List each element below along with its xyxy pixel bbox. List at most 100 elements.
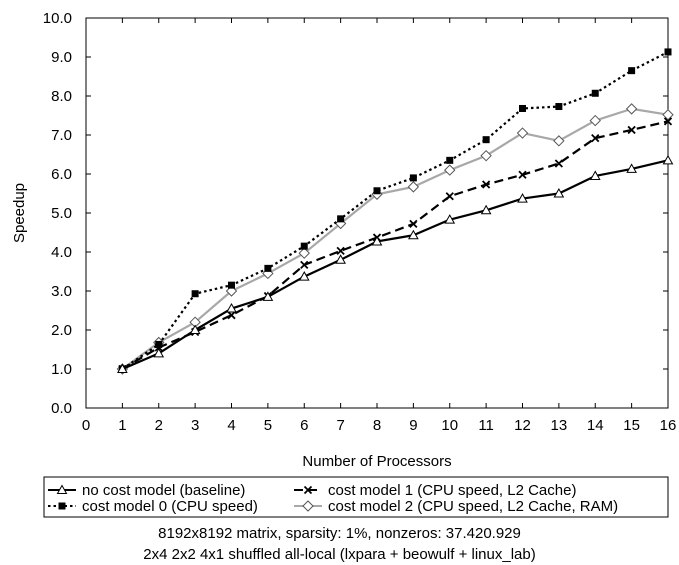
cross-stroke [663, 117, 673, 126]
x-tick-label: 3 [191, 417, 199, 434]
data-point [300, 242, 308, 250]
data-point [553, 135, 565, 147]
data-point [591, 89, 599, 97]
x-tick-label: 11 [478, 417, 494, 434]
x-tick-label: 5 [264, 417, 272, 434]
legend-item-2: cost model 1 (CPU speed, L2 Cache) [294, 482, 576, 499]
data-point [226, 303, 237, 313]
legend-item-3: cost model 2 (CPU speed, L2 Cache, RAM) [294, 498, 618, 515]
data-point [336, 246, 345, 255]
data-point [626, 163, 637, 173]
legend-label: cost model 1 (CPU speed, L2 Cache) [328, 482, 576, 499]
data-point [335, 254, 346, 264]
data-point [554, 159, 564, 168]
data-point [445, 192, 454, 201]
legend-box [43, 476, 669, 518]
cross-stroke [154, 343, 163, 352]
y-tick-label: 6.0 [51, 166, 72, 183]
cross-stroke [300, 260, 309, 270]
legend-label: no cost model (baseline) [82, 482, 245, 499]
data-point [337, 215, 345, 223]
cross-stroke [554, 159, 564, 168]
series-line [121, 107, 669, 370]
cross-stroke [445, 192, 454, 201]
cross-stroke [518, 170, 527, 179]
cross-stroke [336, 246, 345, 255]
cross-stroke [627, 125, 636, 135]
y-tick-label: 9.0 [51, 49, 72, 66]
y-tick-label: 5.0 [51, 205, 72, 222]
data-point [371, 235, 383, 246]
x-tick-label: 15 [623, 417, 640, 434]
chart-legend: no cost model (baseline)cost model 0 (CP… [43, 476, 669, 518]
x-tick-label: 13 [551, 417, 568, 434]
legend-label: cost model 0 (CPU speed) [82, 498, 258, 515]
caption-matrix-info: 8192x8192 matrix, sparsity: 1%, nonzeros… [158, 525, 521, 542]
caption-config-info: 2x4 2x2 4x1 shuffled all-local (lxpara +… [143, 546, 536, 563]
data-point [663, 117, 673, 126]
y-tick-label: 1.0 [51, 361, 72, 378]
data-point [589, 170, 601, 180]
series-line [121, 50, 669, 370]
data-point [117, 363, 128, 373]
series-1 [118, 48, 672, 373]
cross-stroke [409, 219, 418, 229]
data-point [408, 229, 419, 240]
data-point [664, 48, 672, 56]
x-tick-label: 4 [227, 417, 235, 434]
cross-stroke [227, 311, 236, 320]
x-tick-label: 16 [660, 417, 677, 434]
legend-marker [56, 484, 68, 494]
legend-marker [303, 485, 313, 495]
y-tick-label: 4.0 [51, 244, 72, 261]
x-tick-label: 12 [514, 417, 531, 434]
data-point [517, 193, 528, 203]
data-point [627, 125, 636, 135]
y-axis-title: Speedup [11, 183, 28, 243]
speedup-chart: 0 1 2 3 4 5 6 7 8 9 10 11 12 13 14 15 160.01.02.03.04.05… [11, 10, 677, 518]
data-point [589, 114, 601, 127]
chart-series-layer [116, 48, 674, 375]
cross-stroke [591, 133, 600, 143]
cross-stroke [303, 485, 313, 495]
series-2 [118, 117, 673, 374]
data-point [228, 281, 235, 289]
data-point [482, 136, 490, 144]
series-line [121, 159, 669, 371]
data-point [555, 103, 563, 111]
x-tick-label: 6 [300, 417, 308, 434]
x-tick-label: 0 [82, 417, 90, 434]
data-point [409, 174, 417, 182]
data-point [628, 67, 636, 75]
data-point [553, 187, 565, 198]
data-point [591, 133, 600, 143]
x-tick-label: 14 [587, 417, 604, 434]
y-tick-label: 8.0 [51, 88, 72, 105]
data-point [227, 311, 236, 320]
x-tick-label: 9 [409, 417, 417, 434]
series-line [121, 120, 669, 370]
data-point [446, 156, 454, 164]
plot-frame [85, 17, 669, 409]
data-point [480, 149, 492, 162]
data-point [191, 290, 199, 298]
y-tick-label: 10.0 [43, 10, 72, 27]
x-tick-label: 2 [155, 417, 163, 434]
data-point [373, 187, 381, 195]
legend-label: cost model 2 (CPU speed, L2 Cache, RAM) [328, 498, 618, 515]
legend-item-0: no cost model (baseline) [48, 482, 245, 499]
y-tick-label: 2.0 [51, 322, 72, 339]
data-point [189, 324, 201, 334]
data-point [444, 164, 456, 176]
data-point [298, 271, 310, 281]
data-point [264, 264, 272, 272]
data-point [662, 154, 674, 165]
x-axis-title: Number of Processors [302, 453, 451, 470]
x-tick-label: 1 [118, 417, 126, 434]
cross-stroke [481, 180, 491, 189]
data-point [300, 260, 309, 270]
data-point [262, 291, 274, 301]
data-point [481, 180, 491, 189]
data-point [625, 103, 638, 115]
data-point [480, 204, 492, 215]
